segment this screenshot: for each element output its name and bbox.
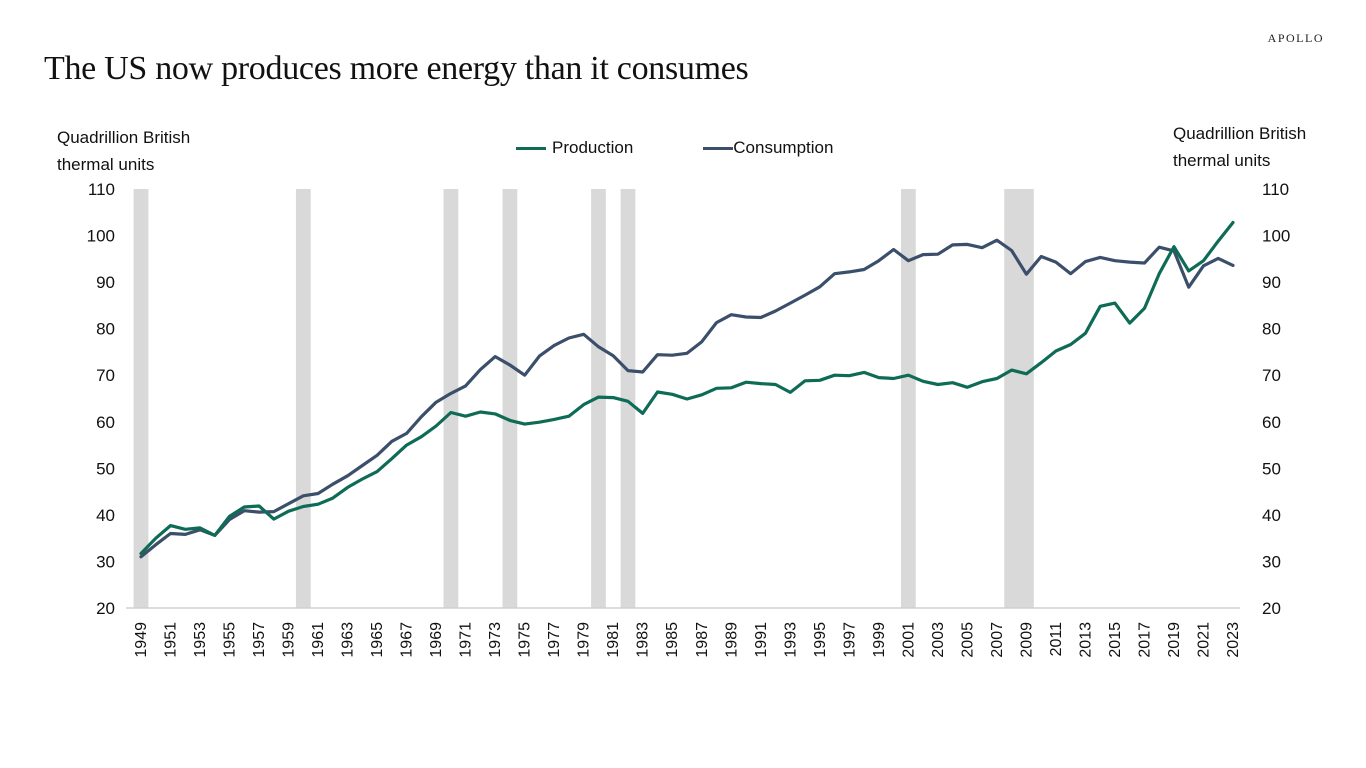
x-tick-label: 1985	[664, 622, 681, 658]
legend-label-consumption: Consumption	[733, 138, 834, 157]
brand-logo: APOLLO	[1267, 31, 1324, 45]
y-tick-label-left: 40	[96, 506, 115, 525]
series-lines	[139, 220, 1235, 559]
y-tick-label-left: 70	[96, 366, 115, 385]
y-tick-label-right: 80	[1262, 320, 1281, 339]
x-tick-label: 2001	[900, 622, 917, 658]
x-tick-label: 1957	[251, 622, 268, 658]
y-tick-label-right: 60	[1262, 413, 1281, 432]
x-tick-label: 1951	[163, 622, 180, 658]
recession-bar	[502, 189, 518, 608]
x-tick-label: 2015	[1107, 622, 1124, 658]
x-tick-label: 1989	[723, 622, 740, 658]
x-tick-label: 1949	[133, 622, 150, 658]
left-axis-title-line-1: Quadrillion British	[57, 128, 191, 147]
x-tick-label: 1965	[369, 622, 386, 658]
y-tick-label-left: 50	[96, 459, 115, 478]
y-tick-label-left: 30	[96, 552, 115, 571]
x-tick-label: 1969	[428, 622, 445, 658]
x-tick-label: 2017	[1136, 622, 1153, 658]
y-tick-label-right: 100	[1262, 227, 1290, 246]
y-tick-label-left: 60	[96, 413, 115, 432]
x-tick-label: 2021	[1195, 622, 1212, 658]
legend-label-production: Production	[552, 138, 634, 157]
x-tick-label: 1995	[812, 622, 829, 658]
y-tick-label-right: 50	[1262, 459, 1281, 478]
x-tick-label: 1991	[753, 622, 770, 658]
recession-bar	[620, 189, 636, 608]
x-tick-label: 1979	[576, 622, 593, 658]
x-tick-label: 2023	[1225, 622, 1242, 658]
right-axis-title-line-1: Quadrillion British	[1173, 124, 1307, 143]
x-tick-label: 1981	[605, 622, 622, 658]
right-axis-title-line-2: thermal units	[1173, 151, 1271, 170]
x-tick-label: 1977	[546, 622, 563, 658]
left-axis-title-line-2: thermal units	[57, 155, 155, 174]
x-tick-label: 2011	[1048, 622, 1065, 657]
y-tick-label-right: 20	[1262, 599, 1281, 618]
y-tick-label-left: 100	[87, 227, 115, 246]
y-tick-label-left: 90	[96, 273, 115, 292]
y-axis-left-ticks: 20 30 40 50 60 70 80 90 100 110	[87, 180, 115, 618]
x-tick-label: 1967	[399, 622, 416, 658]
legend-swatch-consumption	[703, 146, 734, 150]
x-tick-label: 1999	[871, 622, 888, 658]
x-tick-label: 1959	[281, 622, 298, 658]
y-tick-label-left: 110	[88, 180, 115, 199]
recession-bar	[295, 189, 311, 608]
x-tick-label: 1961	[310, 622, 327, 658]
x-tick-label: 1973	[487, 622, 504, 658]
x-tick-label: 2005	[959, 622, 976, 658]
series-line-consumption	[139, 238, 1235, 559]
x-tick-label: 1997	[841, 622, 858, 658]
recession-bar	[133, 189, 149, 608]
x-tick-label: 1987	[694, 622, 711, 658]
legend-item-production: Production	[516, 138, 633, 158]
x-tick-label: 1963	[340, 622, 357, 658]
recession-bar	[900, 189, 916, 608]
y-axis-right-ticks: 20 30 40 50 60 70 80 90 100 110	[1262, 180, 1290, 618]
left-axis-title: Quadrillion British thermal units	[57, 124, 190, 178]
y-tick-label-left: 20	[96, 599, 115, 618]
chart-legend: Production Consumption	[516, 138, 833, 158]
legend-item-consumption: Consumption	[703, 138, 833, 158]
x-tick-label: 1993	[782, 622, 799, 658]
y-tick-label-right: 40	[1262, 506, 1281, 525]
right-axis-title: Quadrillion British thermal units	[1173, 120, 1306, 174]
x-axis-ticks: 1949 1951 1953 1955 1957 1959 1961 1963 1965 1967…	[133, 622, 1242, 658]
x-tick-label: 1975	[517, 622, 534, 658]
y-tick-label-right: 110	[1262, 180, 1289, 199]
x-tick-label: 1953	[192, 622, 209, 658]
x-tick-label: 1983	[635, 622, 652, 658]
x-tick-label: 2003	[930, 622, 947, 658]
series-line-production	[139, 220, 1235, 556]
y-tick-label-right: 70	[1262, 366, 1281, 385]
recession-shading	[133, 189, 1034, 608]
y-tick-label-right: 30	[1262, 552, 1281, 571]
x-tick-label: 2019	[1166, 622, 1183, 658]
legend-swatch-production	[516, 146, 546, 150]
y-tick-label-left: 80	[96, 320, 115, 339]
x-tick-label: 1971	[458, 622, 475, 658]
x-tick-label: 2009	[1018, 622, 1035, 658]
x-tick-label: 2013	[1077, 622, 1094, 658]
y-tick-label-right: 90	[1262, 273, 1281, 292]
x-tick-label: 2007	[989, 622, 1006, 658]
chart-title: The US now produces more energy than it …	[44, 50, 749, 87]
recession-bar	[443, 189, 459, 608]
recession-bar	[1004, 189, 1034, 608]
x-tick-label: 1955	[222, 622, 239, 658]
